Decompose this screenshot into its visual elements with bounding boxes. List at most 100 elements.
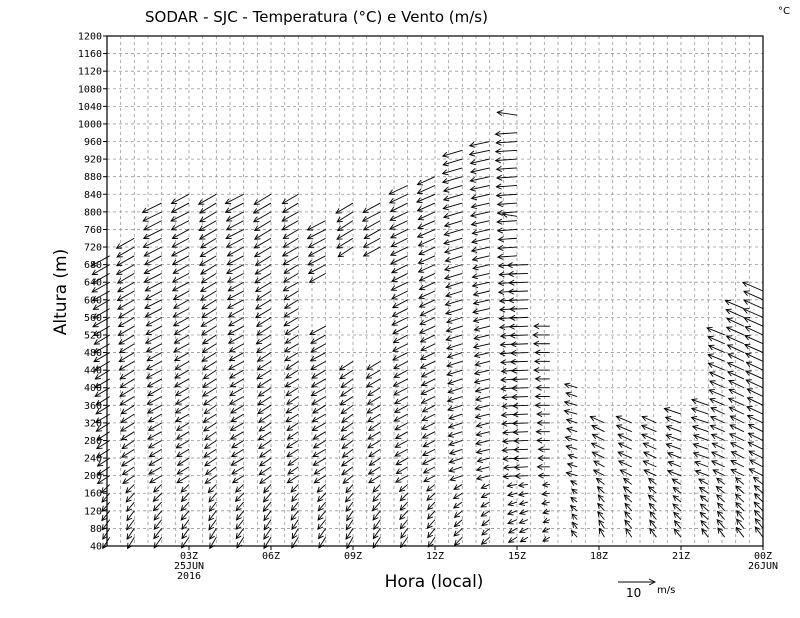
- wind-vector: [127, 536, 135, 550]
- wind-vector: [310, 387, 326, 397]
- wind-vector: [565, 471, 578, 477]
- wind-vector: [452, 492, 463, 500]
- wind-vector: [308, 273, 326, 283]
- wind-vector: [285, 404, 299, 414]
- wind-vector: [282, 229, 299, 240]
- wind-vector: [202, 360, 217, 371]
- y-tick-label: 40: [90, 542, 102, 553]
- wind-vector: [307, 264, 326, 275]
- wind-vector: [571, 488, 578, 495]
- wind-vector: [144, 290, 162, 301]
- wind-vector: [475, 466, 490, 472]
- wind-vector: [228, 369, 244, 379]
- wind-vector: [729, 442, 745, 450]
- wind-vector: [735, 518, 745, 529]
- wind-vector: [227, 281, 244, 292]
- wind-vector: [419, 316, 436, 326]
- wind-vector: [281, 193, 299, 205]
- wind-vector: [146, 404, 162, 414]
- wind-vector: [141, 202, 162, 213]
- wind-vector: [176, 475, 190, 484]
- wind-vector: [283, 343, 299, 353]
- wind-vector: [201, 343, 217, 354]
- wind-vector: [284, 334, 299, 344]
- wind-vector: [118, 334, 135, 345]
- wind-vector: [666, 469, 682, 477]
- wind-vector: [317, 501, 327, 512]
- wind-vector: [507, 527, 518, 534]
- wind-vector: [707, 362, 725, 371]
- wind-vector: [708, 371, 725, 380]
- wind-vector: [283, 290, 299, 301]
- wind-vector: [470, 220, 490, 227]
- wind-vector: [742, 308, 764, 318]
- x-tick-label: 06Z: [262, 551, 280, 562]
- wind-vector: [254, 281, 272, 293]
- wind-vector: [290, 510, 299, 521]
- wind-vector: [311, 422, 326, 431]
- wind-vector: [507, 518, 518, 525]
- wind-vector: [142, 237, 162, 248]
- wind-vector: [201, 352, 217, 362]
- wind-vector: [228, 360, 244, 370]
- wind-vector: [306, 220, 326, 231]
- wind-vector: [373, 519, 381, 531]
- wind-vector: [346, 536, 354, 550]
- wind-vector: [287, 457, 299, 466]
- wind-vector: [570, 529, 578, 538]
- wind-vector: [102, 528, 111, 540]
- wind-vector: [306, 229, 326, 240]
- wind-vector: [200, 273, 217, 284]
- wind-vector: [699, 511, 709, 520]
- wind-vector: [641, 415, 657, 424]
- wind-vector: [393, 413, 408, 422]
- wind-vector: [624, 511, 633, 520]
- wind-vector: [285, 360, 299, 370]
- wind-vector: [391, 316, 408, 326]
- wind-vector: [176, 466, 190, 475]
- wind-vector: [311, 396, 326, 405]
- wind-vector: [517, 482, 528, 488]
- wind-vector: [506, 482, 518, 489]
- wind-vector: [716, 519, 726, 529]
- wind-vector: [285, 413, 299, 423]
- wind-vector: [202, 413, 217, 423]
- y-tick-label: 960: [84, 137, 102, 148]
- wind-vector: [283, 316, 299, 327]
- wind-vector: [542, 517, 550, 524]
- wind-vector: [224, 193, 244, 205]
- wind-vector: [226, 299, 244, 309]
- wind-vector: [417, 264, 436, 273]
- wind-vector: [541, 527, 550, 533]
- wind-vector: [126, 519, 135, 531]
- wind-vector: [448, 440, 463, 447]
- wind-vector: [152, 492, 162, 503]
- wind-vector: [392, 343, 408, 352]
- wind-vector: [619, 469, 632, 477]
- wind-vector: [672, 495, 682, 503]
- wind-vector: [143, 246, 162, 257]
- wind-vector: [208, 510, 217, 522]
- wind-vector: [711, 442, 725, 450]
- wind-vector: [427, 501, 436, 511]
- wind-vector: [422, 440, 436, 448]
- wind-vector: [285, 440, 299, 449]
- wind-vector: [388, 185, 408, 195]
- wind-vector: [480, 483, 490, 489]
- wind-vector: [143, 220, 162, 231]
- wind-vector: [175, 440, 190, 449]
- wind-vector: [365, 369, 381, 379]
- wind-vector: [416, 229, 436, 238]
- wind-vector: [725, 335, 745, 345]
- wind-vector: [286, 422, 299, 431]
- wind-vector: [174, 404, 190, 414]
- wind-vector: [497, 245, 518, 252]
- wind-vector: [255, 290, 272, 301]
- wind-vector: [510, 367, 528, 374]
- wind-vector: [665, 433, 682, 441]
- wind-vector: [469, 185, 490, 192]
- y-tick-label: 1200: [78, 32, 102, 43]
- wind-vector: [117, 299, 135, 310]
- wind-vector: [471, 229, 490, 236]
- wind-vector: [495, 183, 518, 190]
